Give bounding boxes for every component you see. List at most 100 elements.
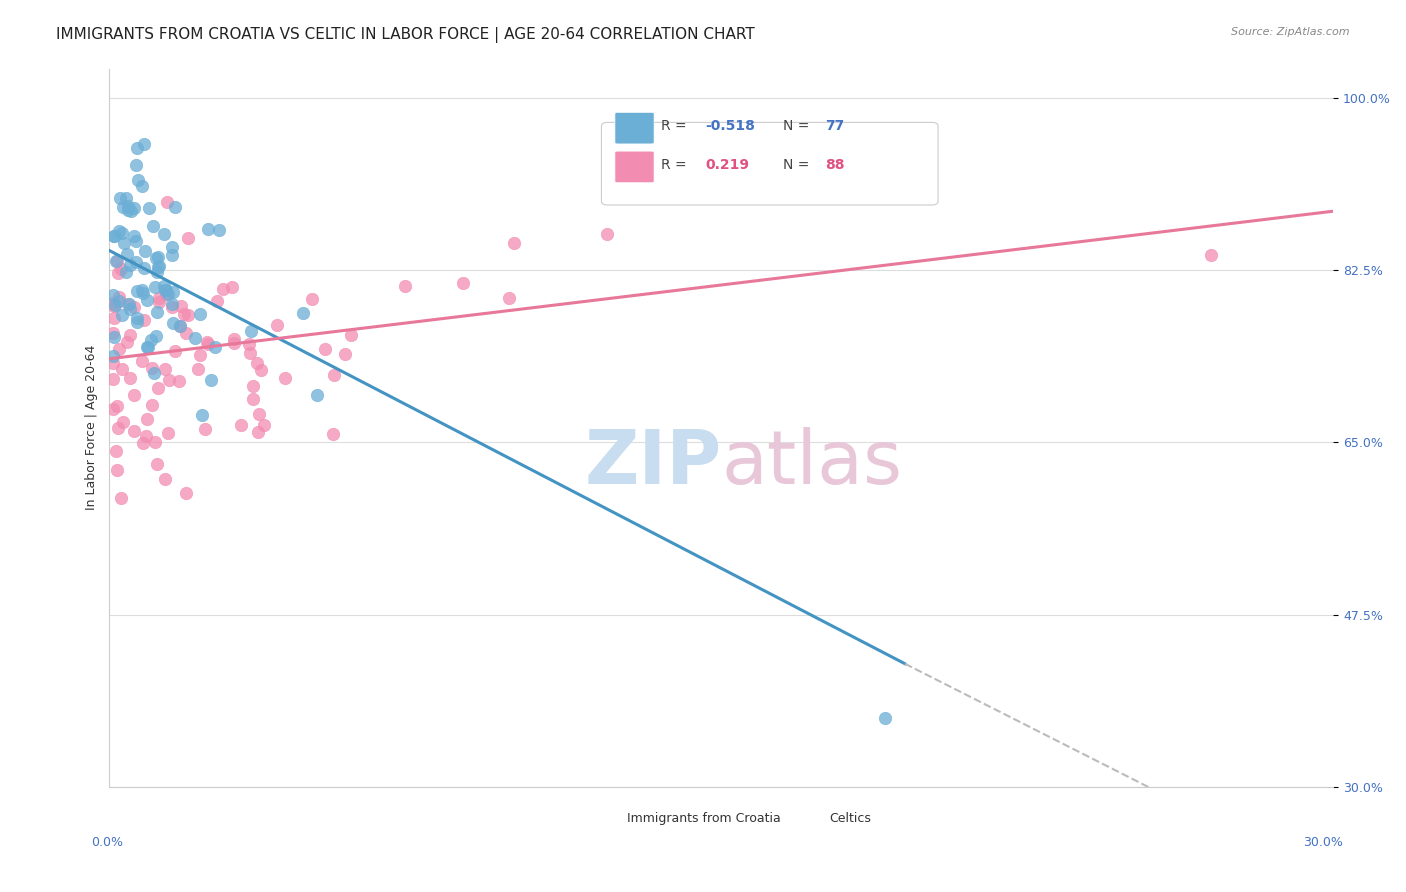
Point [157,425,180,440]
Point [107,421,129,435]
Point [120,204,142,219]
FancyBboxPatch shape [614,151,654,183]
Text: Immigrants from Croatia: Immigrants from Croatia [627,812,780,825]
Text: N =: N = [783,119,813,133]
Point [136,412,159,426]
Point [155,284,177,298]
Point [197,222,219,236]
Point [152,227,174,241]
Point [239,324,262,338]
Point [120,371,142,385]
Point [104,444,127,458]
Point [118,328,141,343]
Point [132,285,155,300]
Point [103,330,125,344]
Point [291,306,314,320]
Point [197,337,219,351]
Point [104,254,127,268]
Point [274,371,297,385]
Point [169,318,191,333]
FancyBboxPatch shape [591,804,623,830]
FancyBboxPatch shape [793,804,824,830]
Point [111,362,134,376]
Point [153,279,176,293]
Point [135,429,157,443]
Point [110,262,132,277]
Point [103,288,125,302]
Point [122,228,145,243]
Text: Source: ZipAtlas.com: Source: ZipAtlas.com [1232,27,1350,37]
Point [173,307,195,321]
Point [188,307,211,321]
Point [394,279,416,293]
Point [145,251,167,265]
Point [122,202,145,216]
Point [142,219,165,234]
Text: 30.0%: 30.0% [1303,837,1343,849]
Point [339,328,361,343]
Point [135,293,157,307]
Point [117,297,139,311]
Point [162,285,184,300]
Text: -0.518: -0.518 [706,119,755,133]
Point [141,398,163,412]
Text: 77: 77 [825,119,845,133]
FancyBboxPatch shape [602,122,938,205]
Point [127,310,149,325]
Point [239,345,262,359]
Point [195,334,218,349]
Point [107,266,129,280]
Point [333,347,356,361]
Point [110,491,132,505]
Point [132,260,155,275]
Point [103,401,125,416]
Point [246,356,269,370]
Point [314,343,336,357]
Point [174,326,197,341]
Point [117,297,139,311]
Point [169,318,191,333]
Point [111,227,134,241]
Text: atlas: atlas [721,427,903,500]
Point [153,472,176,486]
Point [224,335,246,350]
Point [127,172,149,186]
Point [229,418,252,433]
Point [155,286,177,301]
Point [103,296,125,310]
Point [103,356,125,370]
Point [105,400,128,414]
Point [134,244,156,258]
Point [156,194,179,209]
Point [305,388,328,402]
Point [103,299,125,313]
Point [221,280,243,294]
Point [160,247,183,261]
Point [103,310,125,325]
Point [167,374,190,388]
Point [103,349,125,363]
Text: R =: R = [661,159,696,172]
Point [107,290,129,304]
Point [112,200,135,214]
Point [177,308,200,322]
Text: R =: R = [661,119,692,133]
Point [187,361,209,376]
Point [242,379,264,393]
Point [143,435,166,450]
Point [146,457,169,471]
Point [162,316,184,330]
Text: IMMIGRANTS FROM CROATIA VS CELTIC IN LABOR FORCE | AGE 20-64 CORRELATION CHART: IMMIGRANTS FROM CROATIA VS CELTIC IN LAB… [56,27,755,43]
Point [177,231,200,245]
Point [224,331,246,345]
Point [191,408,214,422]
Point [246,425,269,439]
Point [200,373,222,387]
Point [115,191,138,205]
Point [108,223,131,237]
Point [155,361,177,376]
Point [142,366,165,380]
Point [111,416,134,430]
Point [208,223,231,237]
Point [131,353,153,368]
